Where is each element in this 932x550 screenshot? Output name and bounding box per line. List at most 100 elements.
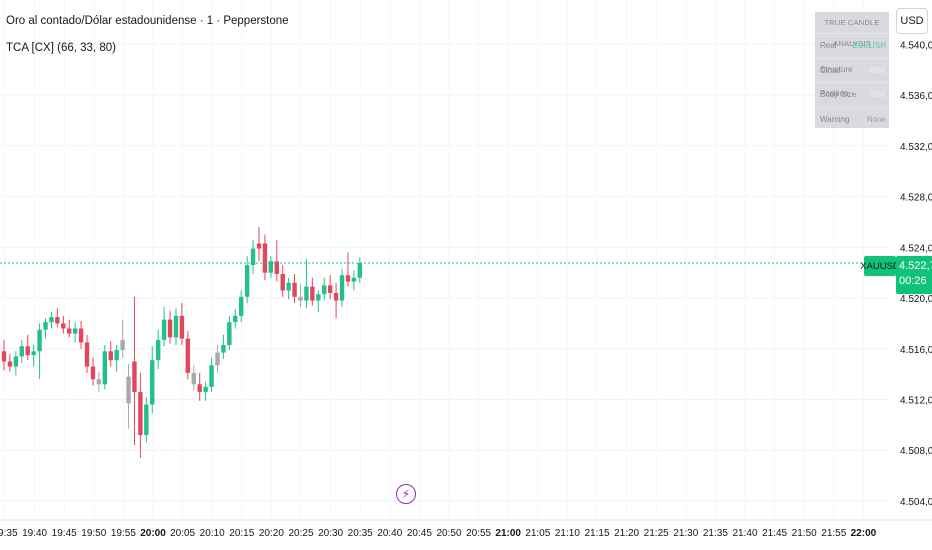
- candle: [126, 364, 131, 429]
- time-tick-label: 21:30: [673, 528, 698, 539]
- candle: [185, 331, 191, 380]
- candle-body: [55, 317, 60, 324]
- candle: [310, 277, 315, 306]
- candle-body: [120, 339, 125, 351]
- panel-row-value: 55%: [869, 90, 886, 99]
- time-tick-label: 21:25: [644, 528, 669, 539]
- candle-body: [227, 322, 232, 345]
- price-tick-label: 4.540,00: [900, 40, 932, 51]
- panel-row-body-size: Body Size 55%: [815, 82, 889, 107]
- currency-button[interactable]: USD: [896, 8, 928, 34]
- indicator-label[interactable]: TCA [CX] (66, 33, 80): [6, 42, 116, 54]
- candle-body: [179, 315, 185, 339]
- time-tick-label: 21:05: [525, 528, 550, 539]
- candle-body: [84, 342, 90, 367]
- candle: [144, 396, 149, 443]
- candle: [262, 234, 268, 281]
- panel-row-value: BULLISH: [852, 41, 886, 50]
- candle: [203, 381, 208, 401]
- candle-body: [90, 366, 96, 380]
- candle: [292, 273, 297, 304]
- price-tick-label: 4.504,00: [900, 497, 932, 508]
- candle: [227, 315, 232, 351]
- symbol-title[interactable]: Oro al contado/Dólar estadounidense · 1 …: [6, 15, 289, 27]
- time-tick-label: 20:40: [377, 528, 402, 539]
- price-tick-label: 4.516,00: [900, 345, 932, 356]
- lightning-icon[interactable]: ⚡︎: [396, 484, 416, 504]
- candle-body: [144, 404, 149, 436]
- candle-body: [333, 292, 339, 301]
- candle: [221, 334, 226, 359]
- candle: [1, 339, 7, 371]
- true-candle-analysis-panel: TRUE CANDLE ANALYSIS Real Structure BULL…: [815, 12, 889, 128]
- panel-row-label: Close Position: [820, 65, 849, 99]
- time-tick-label: 20:45: [407, 528, 432, 539]
- panel-title: TRUE CANDLE ANALYSIS: [824, 18, 880, 48]
- candle-body: [161, 319, 167, 340]
- candle-body: [114, 350, 119, 361]
- time-tick-label: 20:15: [229, 528, 254, 539]
- candle: [78, 320, 84, 349]
- candle-body: [256, 243, 262, 249]
- time-tick-label: 21:10: [555, 528, 580, 539]
- candle-body: [61, 323, 66, 329]
- time-tick-label: 21:40: [732, 528, 757, 539]
- candlestick-series: [1, 227, 362, 458]
- price-axis[interactable]: 4.540,00 4.536,00 4.532,00 4.528,00 4.524,00…: [900, 40, 932, 508]
- candle-body: [173, 315, 179, 338]
- time-tick-label: 22:00: [851, 528, 877, 539]
- price-tick-label: 4.524,00: [900, 243, 932, 254]
- time-tick-label: 19:50: [81, 528, 106, 539]
- candle-body: [327, 285, 333, 293]
- candle: [13, 351, 19, 376]
- candle: [197, 372, 202, 401]
- candle: [84, 334, 90, 373]
- candle-body: [244, 265, 250, 297]
- last-price-badge: 4.522,76 00:26: [896, 256, 932, 294]
- time-tick-label: 20:05: [170, 528, 195, 539]
- candle-body: [43, 322, 48, 330]
- candle: [179, 303, 185, 345]
- candle: [250, 239, 256, 274]
- price-tick-label: 4.532,00: [900, 142, 932, 153]
- time-axis[interactable]: 19:35 19:40 19:45 19:50 19:55 20:00 20:05 20:10…: [0, 528, 877, 539]
- candle: [173, 308, 179, 345]
- panel-row-close-position: Close Position 80%: [815, 57, 889, 99]
- candle: [316, 290, 321, 312]
- candle-body: [191, 372, 196, 385]
- candle: [268, 256, 274, 278]
- candle: [132, 296, 137, 446]
- time-tick-label: 21:50: [792, 528, 817, 539]
- candle: [209, 357, 214, 392]
- candle-body: [233, 315, 238, 323]
- last-price-value: 4.522,76: [899, 260, 932, 272]
- candle-body: [31, 351, 36, 356]
- candle: [327, 275, 333, 300]
- candle: [120, 319, 125, 358]
- candle-body: [155, 339, 161, 361]
- candle-body: [185, 338, 191, 373]
- candle-body: [197, 384, 202, 392]
- candle-body: [316, 294, 321, 301]
- candle-body: [7, 361, 13, 367]
- candle: [244, 256, 250, 304]
- candle: [280, 265, 285, 297]
- candle-body: [150, 360, 155, 405]
- candle: [90, 357, 96, 386]
- candle: [357, 257, 362, 283]
- candle-body: [215, 352, 220, 366]
- candle-body: [345, 275, 351, 282]
- candle-body: [280, 273, 285, 291]
- candle: [155, 329, 161, 370]
- candle: [37, 323, 42, 380]
- time-tick-label: 19:55: [111, 528, 136, 539]
- chart-grid: [0, 43, 890, 502]
- candle-body: [13, 356, 19, 367]
- time-tick-label: 21:20: [614, 528, 639, 539]
- candle: [345, 252, 351, 287]
- candle: [138, 372, 143, 458]
- time-tick-label: 21:35: [703, 528, 728, 539]
- candle: [114, 344, 119, 372]
- candle-body: [298, 296, 303, 301]
